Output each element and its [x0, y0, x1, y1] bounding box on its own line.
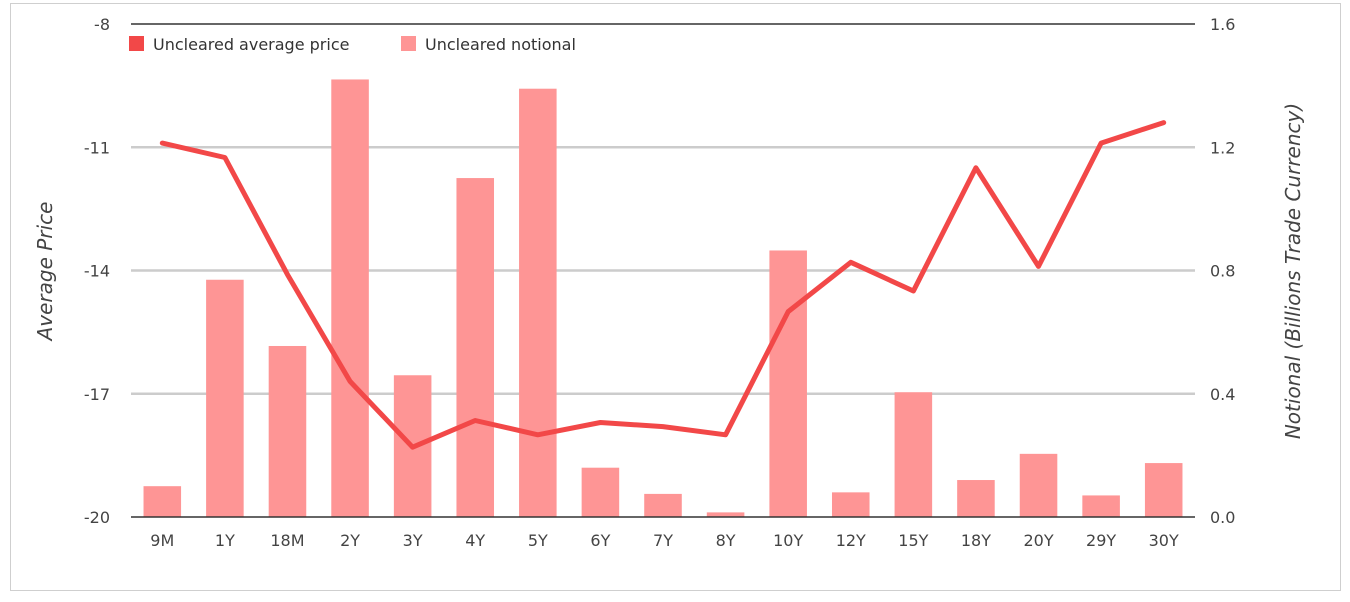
right-tick-label: 0.4 [1210, 385, 1235, 404]
left-tick-label: -14 [84, 262, 110, 281]
notional-bar [769, 250, 807, 518]
notional-bar [331, 79, 369, 518]
right-tick-label: 0.8 [1210, 262, 1235, 281]
notional-bar [456, 178, 495, 517]
notional-bar [206, 279, 244, 517]
x-tick-label: 12Y [836, 531, 866, 550]
notional-bar [1019, 453, 1058, 517]
legend-swatch-notional [401, 36, 416, 51]
x-tick-label: 2Y [340, 531, 360, 550]
price-line [159, 120, 1167, 450]
x-tick-label: 15Y [898, 531, 928, 550]
notional-bar [957, 480, 995, 517]
x-tick-label: 8Y [716, 531, 736, 550]
left-axis-title: Average Price [33, 202, 57, 343]
legend: Uncleared average price Uncleared notion… [129, 35, 576, 54]
right-tick-label: 1.6 [1210, 15, 1235, 34]
notional-bar [706, 512, 745, 517]
right-axis-title: Notional (Billions Trade Currency) [1281, 103, 1305, 439]
left-tick-label: -11 [84, 138, 110, 157]
right-tick-label: 1.2 [1210, 138, 1235, 157]
notional-bar [1082, 495, 1120, 517]
notional-bar [519, 88, 557, 518]
x-tick-label: 30Y [1149, 531, 1179, 550]
x-tick-label: 3Y [403, 531, 423, 550]
notional-bars [143, 79, 1183, 518]
notional-bar [1144, 463, 1183, 517]
axes: -8 -11 -14 -17 -20 1.6 1.2 0.8 0.4 0.0 9M 1Y 18M 2Y 3Y… [84, 15, 1236, 550]
x-tick-label: 6Y [590, 531, 610, 550]
notional-bar [268, 345, 307, 517]
notional-bar [644, 493, 682, 517]
left-tick-label: -20 [84, 508, 110, 527]
x-tick-label: 9M [150, 531, 174, 550]
x-tick-label: 29Y [1086, 531, 1116, 550]
notional-bar [143, 486, 182, 517]
x-tick-label: 5Y [528, 531, 548, 550]
x-tick-label: 18Y [961, 531, 991, 550]
x-tick-label: 10Y [773, 531, 803, 550]
notional-bar [894, 392, 933, 517]
x-tick-label: 20Y [1023, 531, 1053, 550]
gridlines [131, 146, 1195, 395]
left-tick-label: -17 [84, 385, 110, 404]
left-tick-label: -8 [94, 15, 110, 34]
x-tick-label: 1Y [215, 531, 235, 550]
notional-bar [581, 467, 620, 517]
legend-label-price: Uncleared average price [153, 35, 349, 54]
notional-bar [831, 492, 870, 517]
price-line-path [159, 120, 1167, 450]
legend-label-notional: Uncleared notional [425, 35, 576, 54]
right-tick-label: 0.0 [1210, 508, 1235, 527]
legend-swatch-price [129, 36, 144, 51]
x-tick-label: 4Y [465, 531, 485, 550]
x-tick-label: 7Y [653, 531, 673, 550]
x-tick-label: 18M [270, 531, 304, 550]
